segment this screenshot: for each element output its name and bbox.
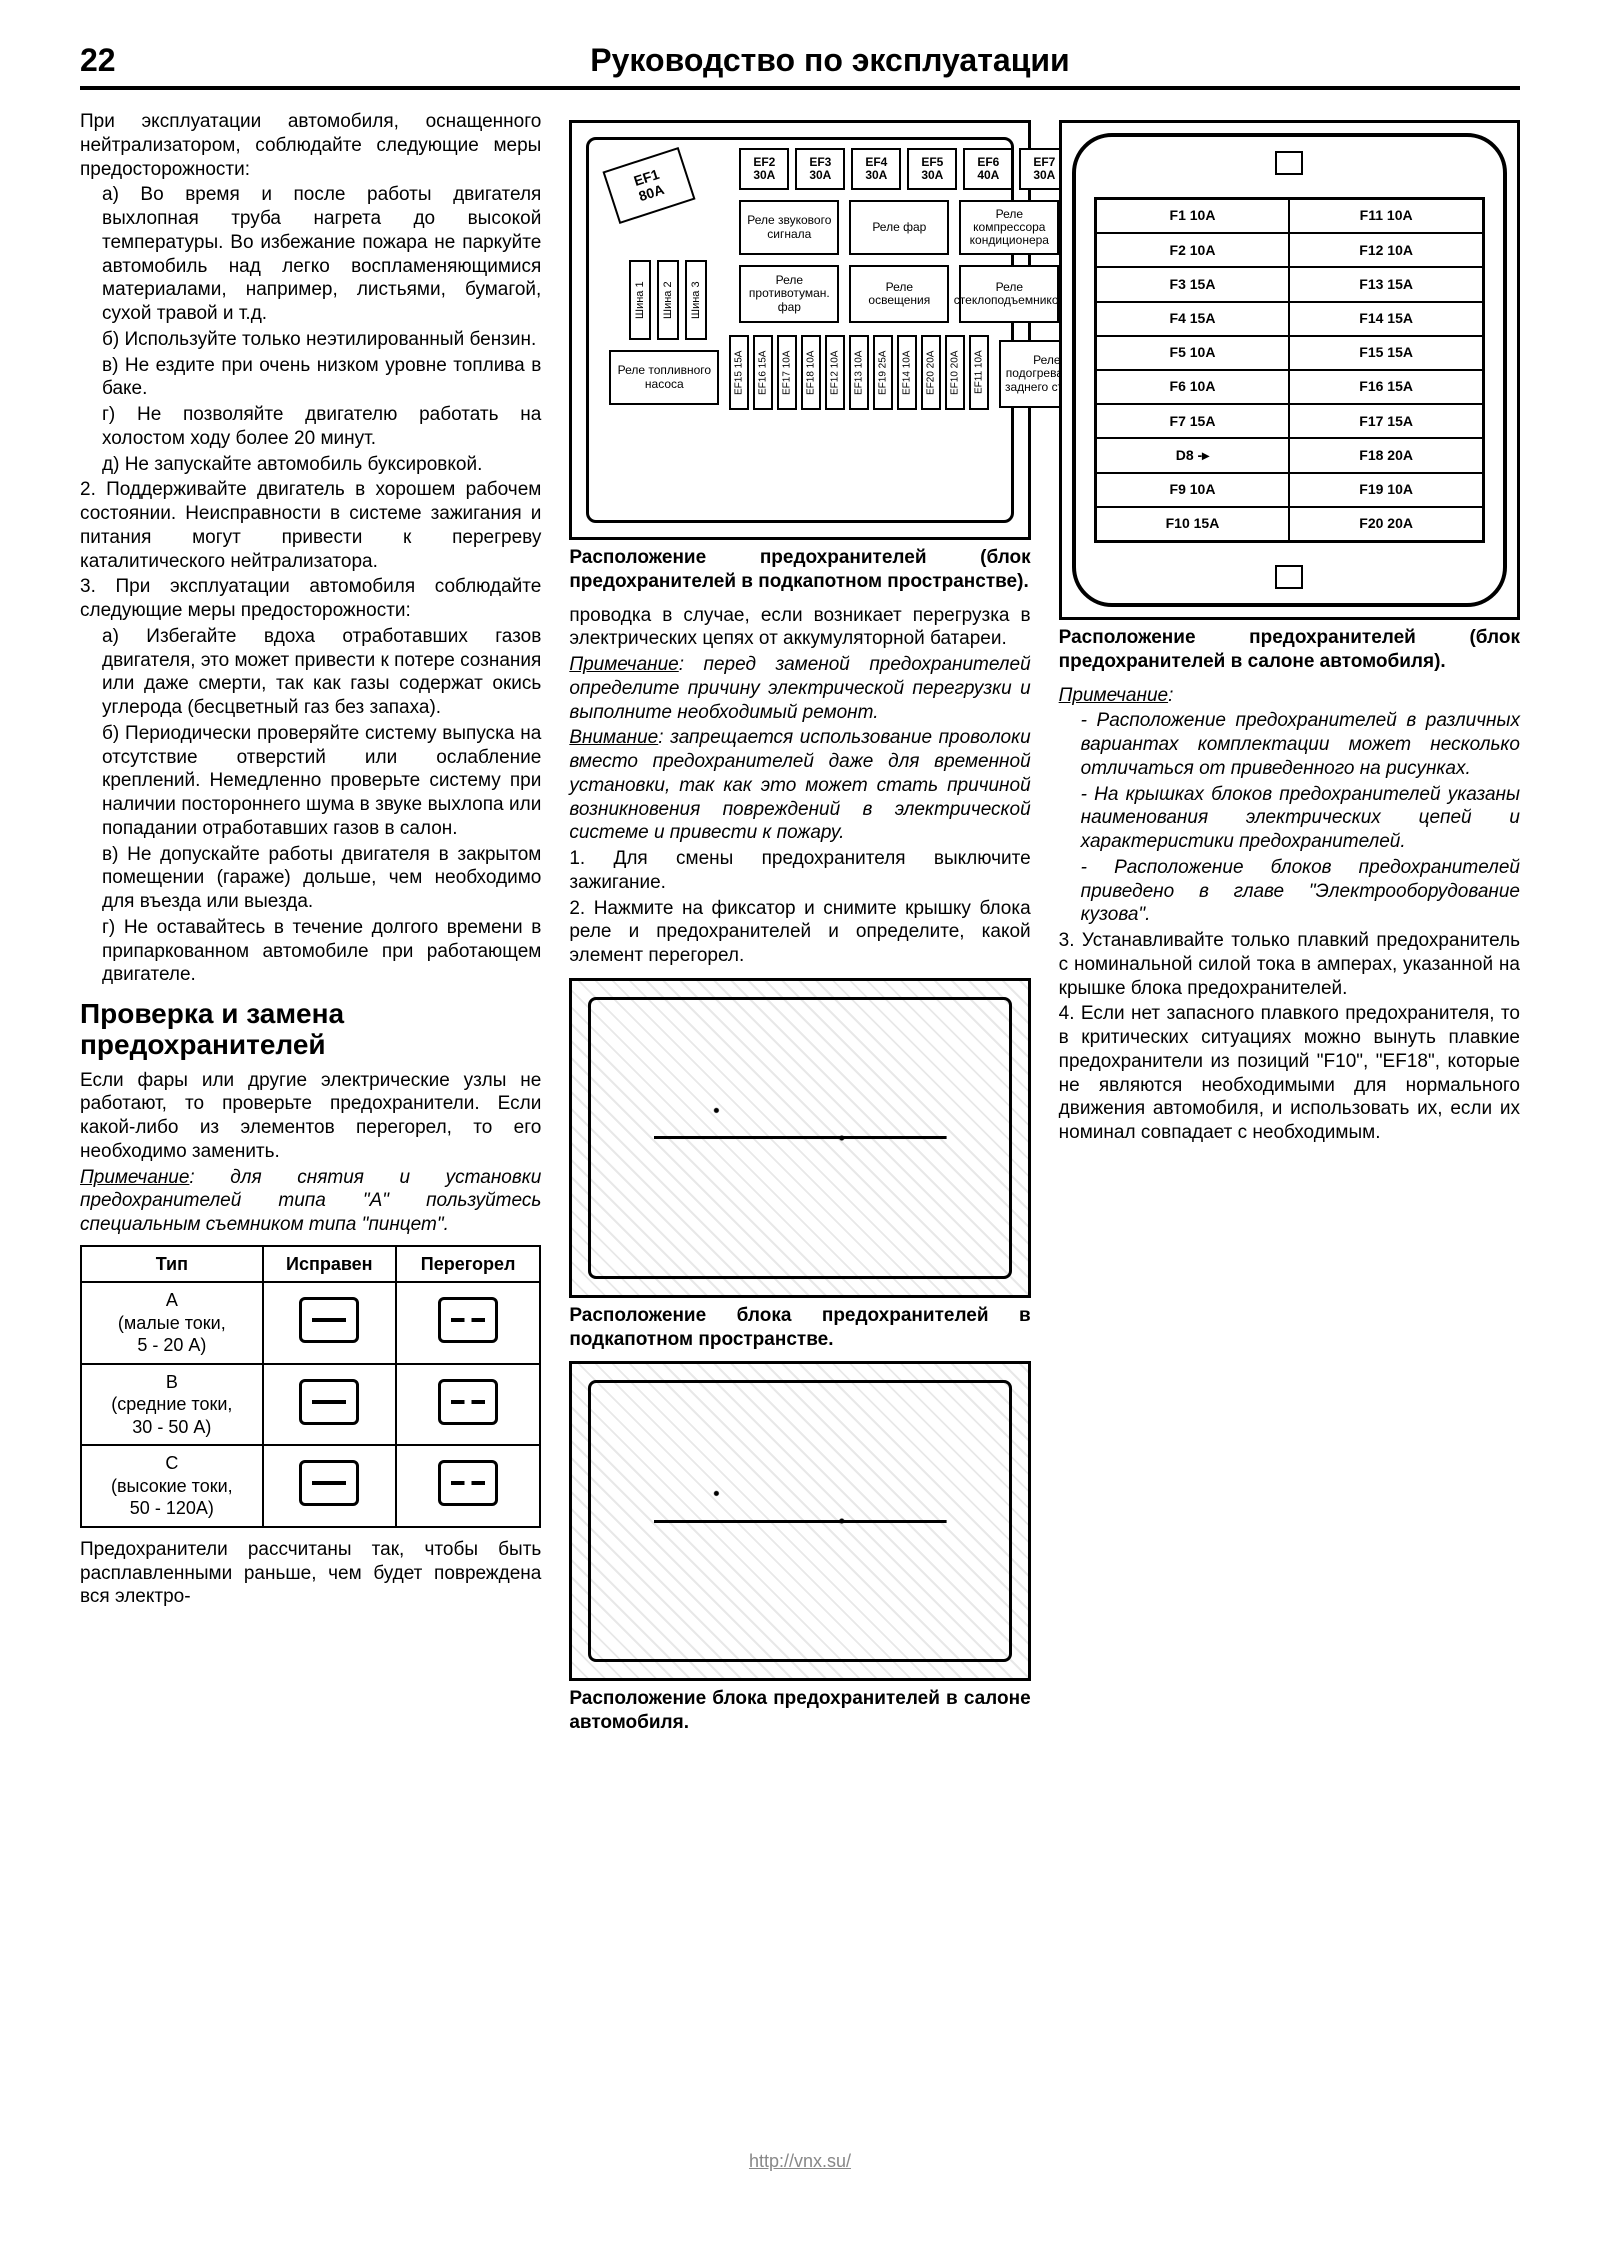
fuse-cell: F15 15A xyxy=(1289,336,1483,370)
fuse-type-table: Тип Исправен Перегорел A (малые токи, 5 … xyxy=(80,1245,541,1528)
fuse-cell: F12 10A xyxy=(1289,233,1483,267)
fuse-cell: F6 10A xyxy=(1096,370,1290,404)
figure-caption: Расположение блока предохранителей в сал… xyxy=(569,1687,1030,1735)
fuse-cell: F19 10A xyxy=(1289,473,1483,507)
fuse-cell: F17 15A xyxy=(1289,404,1483,438)
para: а) Избегайте вдоха отработавших газов дв… xyxy=(80,625,541,720)
fuse-cell: F14 15A xyxy=(1289,302,1483,336)
note: Примечание: перед заменой предохранителе… xyxy=(569,653,1030,724)
screw-icon xyxy=(1275,151,1303,175)
engine-bay-photo: Расположение блока предохранителей в под… xyxy=(569,978,1030,1352)
para: 1. Для смены предохранителя выключите за… xyxy=(569,847,1030,895)
fuse-cell: F3 15A xyxy=(1096,267,1290,301)
th: Тип xyxy=(81,1246,263,1283)
para: 3. При эксплуатации автомобиля соблюдайт… xyxy=(80,575,541,623)
fuse-cell: F5 10A xyxy=(1096,336,1290,370)
fuse-cell: F9 10A xyxy=(1096,473,1290,507)
td: C (высокие токи, 50 - 120А) xyxy=(81,1445,263,1527)
warning: Внимание: запрещается использование пров… xyxy=(569,726,1030,845)
td xyxy=(396,1445,540,1527)
main-columns: При эксплуатации автомобиля, оснащенного… xyxy=(80,110,1520,2130)
note-item: - Расположение блоков предохранителей пр… xyxy=(1059,856,1520,927)
para: Предохранители рассчитаны так, чтобы быт… xyxy=(80,1538,541,1609)
fuse-cell: F20 20A xyxy=(1289,507,1483,541)
para: а) Во время и после работы двигателя вых… xyxy=(80,183,541,326)
illustration xyxy=(569,1361,1030,1681)
para: д) Не запускайте автомобиль буксировкой. xyxy=(80,453,541,477)
para: в) Не допускайте работы двигателя в закр… xyxy=(80,843,541,914)
figure-caption: Расположение предохранителей (блок предо… xyxy=(569,546,1030,594)
interior-fuse-figure: F1 10AF11 10AF2 10AF12 10AF3 15AF13 15AF… xyxy=(1059,120,1520,674)
para: 3. Устанавливайте только плавкий предохр… xyxy=(1059,929,1520,1000)
cabin-photo: Расположение блока предохранителей в сал… xyxy=(569,1361,1030,1735)
fuse-cell: F13 15A xyxy=(1289,267,1483,301)
para: При эксплуатации автомобиля, оснащенного… xyxy=(80,110,541,181)
footer-link[interactable]: http://vnx.su/ xyxy=(80,2150,1520,2173)
fuse-cell: D8 -▸ xyxy=(1096,438,1290,472)
para: г) Не позволяйте двигателю работать на х… xyxy=(80,403,541,451)
fuse-cell: F4 15A xyxy=(1096,302,1290,336)
para: проводка в случае, если возникает перегр… xyxy=(569,604,1030,652)
td xyxy=(396,1364,540,1446)
td xyxy=(263,1364,396,1446)
para: г) Не оставайтесь в течение долгого врем… xyxy=(80,916,541,987)
para: Если фары или другие электрические узлы … xyxy=(80,1069,541,1164)
page-header: 22 Руководство по эксплуатации xyxy=(80,40,1520,90)
note-item: - На крышках блоков предохранителей указ… xyxy=(1059,783,1520,854)
note-item: - Расположение предохранителей в различн… xyxy=(1059,709,1520,780)
engine-fuse-figure: EF180AEF230AEF330AEF430AEF530AEF640AEF73… xyxy=(569,120,1030,594)
figure-caption: Расположение предохранителей (блок предо… xyxy=(1059,626,1520,674)
td xyxy=(263,1445,396,1527)
para: 2. Поддерживайте двигатель в хорошем раб… xyxy=(80,478,541,573)
para: б) Используйте только неэтилированный бе… xyxy=(80,328,541,352)
para: 2. Нажмите на фиксатор и снимите крышку … xyxy=(569,897,1030,968)
page-number: 22 xyxy=(80,40,140,80)
fuse-cell: F1 10A xyxy=(1096,199,1290,233)
interior-fuse-diagram: F1 10AF11 10AF2 10AF12 10AF3 15AF13 15AF… xyxy=(1059,120,1520,620)
fuse-cell: F16 15A xyxy=(1289,370,1483,404)
th: Исправен xyxy=(263,1246,396,1283)
para: б) Периодически проверяйте систему выпус… xyxy=(80,722,541,841)
fuse-cell: F18 20A xyxy=(1289,438,1483,472)
note: Примечание: xyxy=(1059,684,1520,708)
td: B (средние токи, 30 - 50 А) xyxy=(81,1364,263,1446)
fuse-cell: F2 10A xyxy=(1096,233,1290,267)
para: в) Не ездите при очень низком уровне топ… xyxy=(80,354,541,402)
page-title: Руководство по эксплуатации xyxy=(140,40,1520,80)
th: Перегорел xyxy=(396,1246,540,1283)
illustration xyxy=(569,978,1030,1298)
td: A (малые токи, 5 - 20 А) xyxy=(81,1282,263,1364)
fuse-cell: F10 15A xyxy=(1096,507,1290,541)
note: Примечание: для снятия и установки предо… xyxy=(80,1166,541,1237)
section-heading: Проверка и замена предохранителей xyxy=(80,999,541,1061)
fuse-cell: F7 15A xyxy=(1096,404,1290,438)
engine-fuse-diagram: EF180AEF230AEF330AEF430AEF530AEF640AEF73… xyxy=(569,120,1030,540)
td xyxy=(263,1282,396,1364)
para: 4. Если нет запасного плавкого предохран… xyxy=(1059,1002,1520,1145)
figure-caption: Расположение блока предохранителей в под… xyxy=(569,1304,1030,1352)
fuse-cell: F11 10A xyxy=(1289,199,1483,233)
screw-icon xyxy=(1275,565,1303,589)
td xyxy=(396,1282,540,1364)
